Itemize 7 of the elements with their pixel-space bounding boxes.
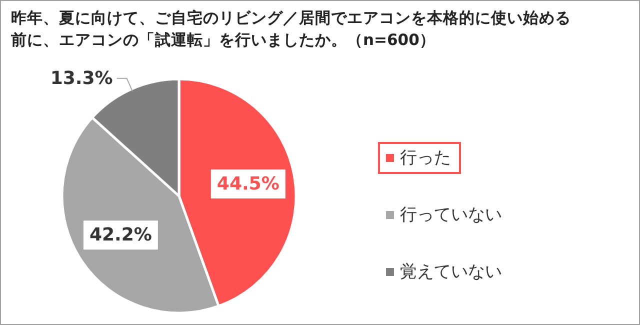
legend-label: 行っていない <box>400 205 502 225</box>
legend-label: 覚えていない <box>400 262 502 282</box>
legend-label: 行った <box>400 148 451 168</box>
data-label: 44.5% <box>216 173 280 194</box>
data-label: 13.3% <box>50 68 113 89</box>
chart-title: 昨年、夏に向けて、ご自宅のリビング／居間でエアコンを本格的に使い始める前に、エアコンの「試運転」を行いましたか。（n=600） <box>11 8 572 51</box>
data-label: 42.2% <box>89 224 152 246</box>
